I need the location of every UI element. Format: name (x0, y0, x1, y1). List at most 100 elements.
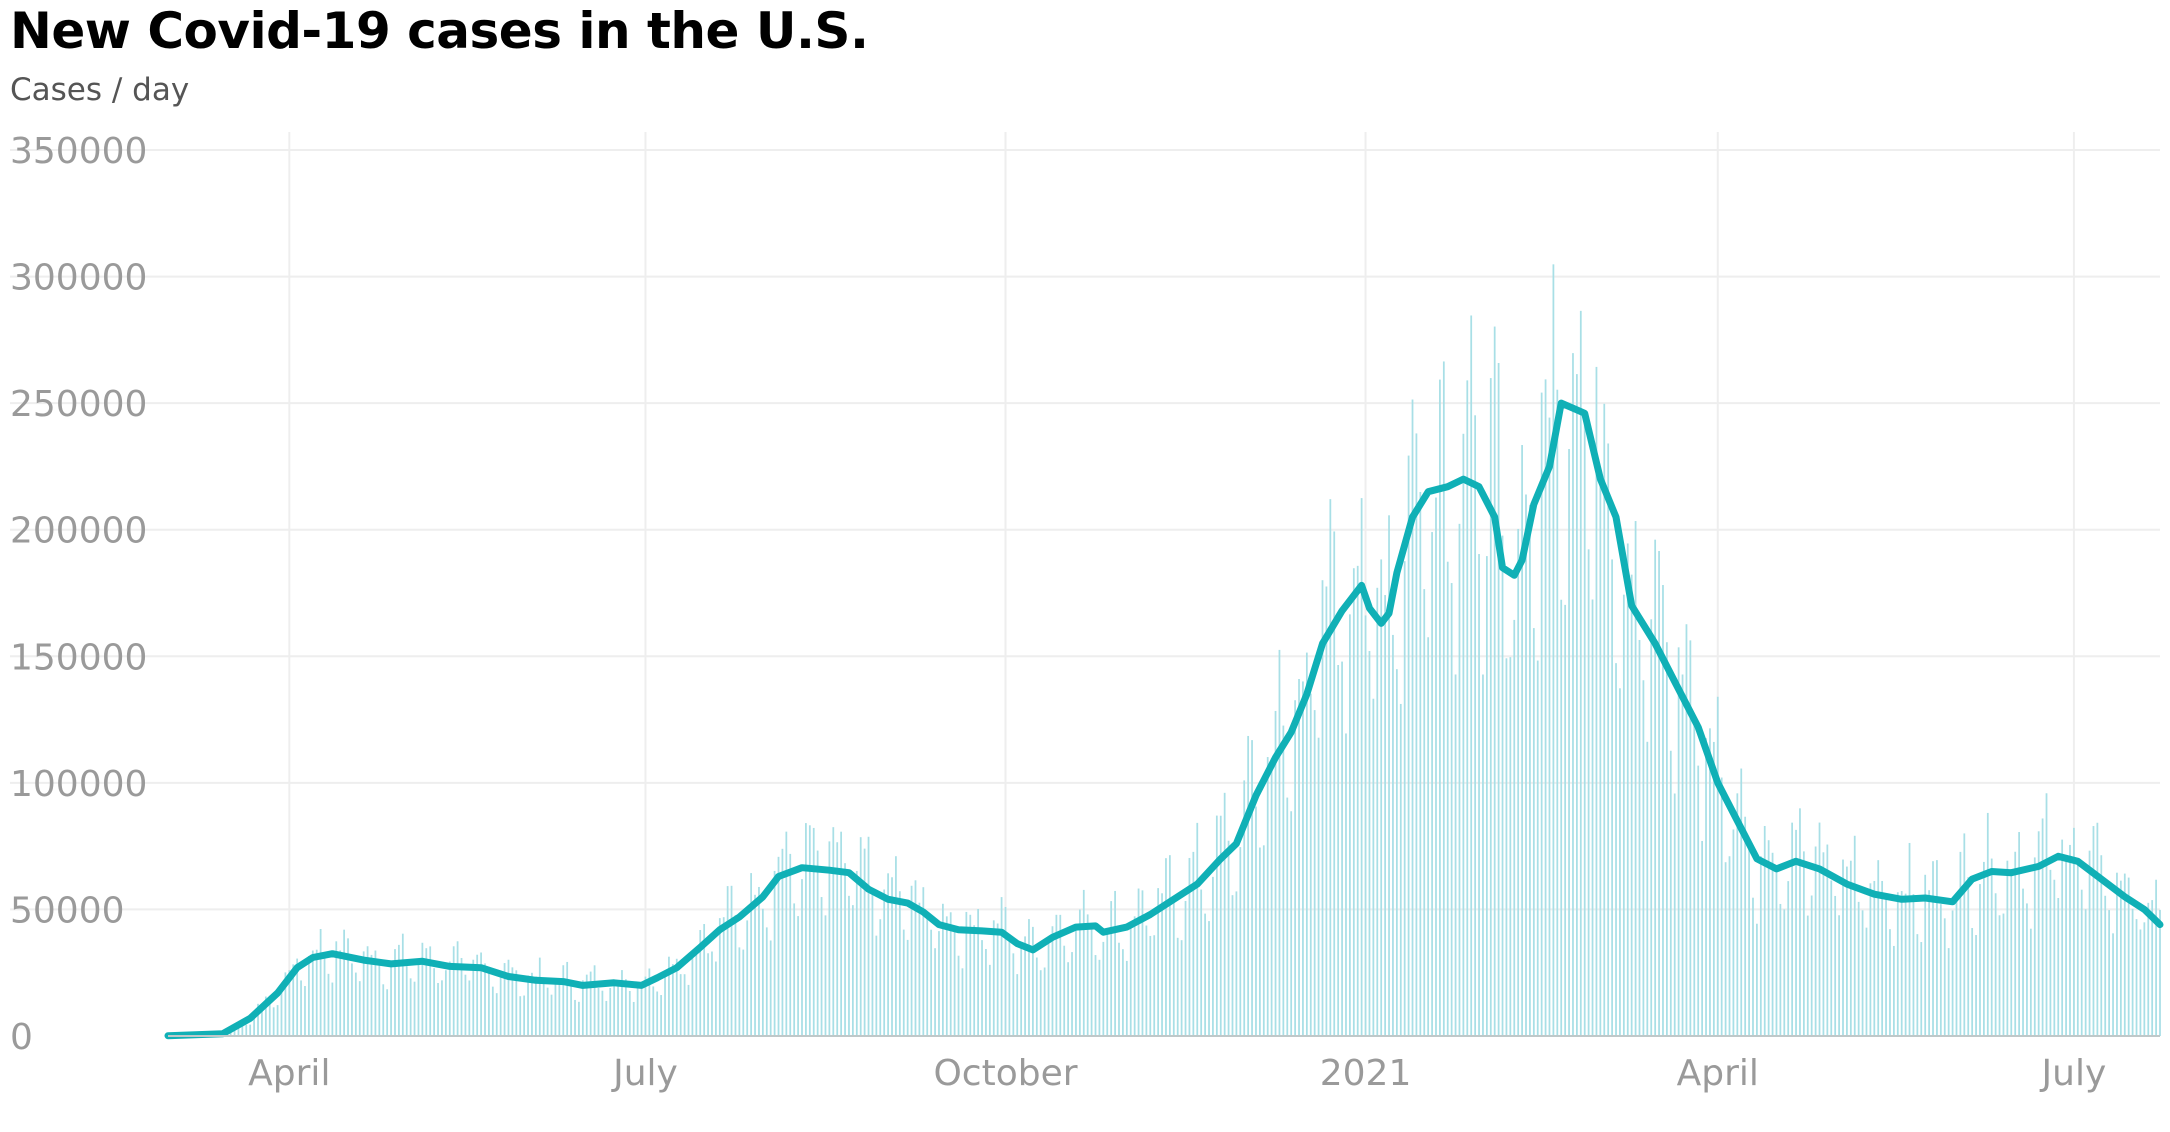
daily-case-bar (2147, 902, 2150, 1036)
daily-case-bar (1712, 741, 1715, 1036)
daily-case-bar (472, 959, 475, 1036)
daily-case-bar (797, 916, 799, 1036)
daily-case-bar (2053, 879, 2056, 1036)
daily-case-bar (374, 950, 377, 1036)
daily-case-bar (507, 959, 510, 1036)
daily-case-bar (1979, 884, 1981, 1036)
daily-case-bar (1439, 379, 1441, 1037)
daily-case-bar (1153, 935, 1156, 1036)
daily-case-bar (1028, 919, 1030, 1036)
daily-case-bar (534, 976, 537, 1036)
daily-case-bar (1806, 915, 1809, 1036)
daily-case-bar (1094, 955, 1097, 1036)
daily-case-bar (1321, 580, 1324, 1036)
daily-case-bar (1771, 852, 1774, 1036)
daily-case-bar (1145, 925, 1148, 1036)
daily-case-bar (1505, 658, 1508, 1036)
daily-case-bar (1446, 561, 1449, 1036)
daily-case-bar (1720, 777, 1723, 1036)
daily-case-bar (1493, 326, 1496, 1036)
daily-case-bar (358, 981, 361, 1036)
x-tick-label: 2021 (1320, 1053, 1412, 1094)
daily-case-bar (1325, 586, 1328, 1036)
daily-case-bar (464, 974, 467, 1036)
daily-case-bar (730, 885, 733, 1036)
daily-case-bar (1485, 556, 1488, 1036)
daily-case-bar (566, 961, 569, 1036)
daily-case-bar (1223, 792, 1226, 1036)
daily-case-bar (1583, 414, 1586, 1037)
daily-case-bar (448, 961, 451, 1036)
daily-case-bar (1740, 768, 1743, 1036)
daily-case-bar (2026, 903, 2028, 1036)
y-axis-label: Cases / day (10, 72, 190, 108)
daily-case-bar (1063, 945, 1066, 1036)
daily-case-bar (2045, 793, 2048, 1036)
daily-case-bar (523, 995, 526, 1036)
daily-case-bar (511, 967, 514, 1036)
daily-case-bar (1689, 640, 1692, 1036)
seven-day-average-line (164, 399, 2164, 1040)
daily-case-bar (832, 827, 835, 1036)
daily-case-bar (664, 974, 666, 1036)
daily-case-bar (1728, 856, 1731, 1036)
daily-case-bar (2065, 860, 2067, 1036)
daily-case-bar (386, 989, 389, 1036)
daily-case-bar (1227, 840, 1230, 1036)
daily-case-bar (1532, 628, 1535, 1036)
daily-case-bar (1118, 942, 1120, 1036)
daily-case-bar (1791, 822, 1794, 1036)
daily-bars (167, 264, 2161, 1037)
daily-case-bar (2127, 877, 2130, 1036)
daily-case-bar (2155, 879, 2157, 1036)
daily-case-bar (542, 981, 545, 1036)
daily-case-bar (382, 984, 385, 1036)
daily-case-bar (945, 916, 948, 1036)
daily-case-bar (1810, 895, 1813, 1036)
daily-case-bar (691, 953, 694, 1036)
daily-case-bar (985, 949, 987, 1036)
daily-case-bar (1591, 599, 1594, 1036)
daily-case-bar (949, 912, 952, 1036)
daily-case-bar (656, 991, 659, 1036)
daily-case-bar (1388, 515, 1390, 1036)
daily-case-bar (1024, 936, 1026, 1036)
daily-case-bar (1442, 361, 1445, 1036)
daily-case-bar (1822, 852, 1825, 1036)
daily-case-bar (1470, 315, 1473, 1037)
daily-case-bar (1407, 455, 1410, 1037)
daily-case-bar (1219, 815, 1222, 1036)
daily-case-bar (1051, 926, 1054, 1036)
daily-case-bar (805, 823, 807, 1036)
daily-case-bar (671, 964, 674, 1036)
daily-case-bar (1697, 765, 1700, 1036)
daily-case-bar (1376, 587, 1379, 1036)
daily-case-bar (1838, 915, 1840, 1036)
daily-case-bar (2033, 857, 2036, 1036)
daily-case-bar (2014, 851, 2017, 1036)
daily-case-bar (2080, 889, 2083, 1036)
daily-case-bar (519, 996, 522, 1036)
daily-case-bar (2119, 880, 2122, 1036)
daily-case-bar (1983, 861, 1985, 1036)
daily-case-bar (495, 993, 498, 1036)
daily-case-bar (288, 970, 291, 1036)
daily-case-bar (1560, 599, 1563, 1036)
daily-case-bar (1759, 856, 1762, 1036)
daily-case-bar (362, 951, 365, 1036)
daily-case-bar (2084, 909, 2087, 1036)
daily-case-bar (1865, 927, 1868, 1036)
daily-case-bar (836, 842, 839, 1036)
daily-case-bar (1212, 876, 1214, 1036)
daily-case-bar (1677, 647, 1680, 1036)
daily-case-bar (632, 1001, 635, 1036)
daily-case-bar (938, 931, 940, 1036)
daily-case-bar (1192, 851, 1195, 1036)
daily-case-bar (593, 965, 596, 1036)
daily-case-bar (801, 879, 803, 1036)
daily-case-bar (1724, 862, 1727, 1036)
daily-case-bar (1748, 849, 1750, 1036)
daily-case-bar (1259, 847, 1261, 1036)
daily-case-bar (347, 938, 349, 1036)
daily-case-bar (1364, 615, 1367, 1036)
